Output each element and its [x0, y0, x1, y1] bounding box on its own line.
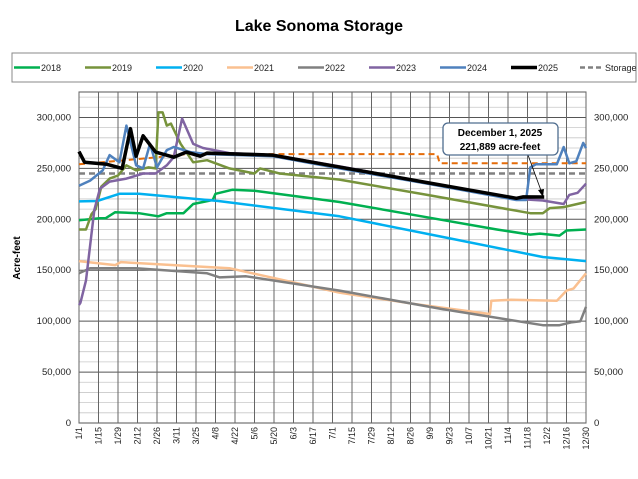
y-tick-label-right: 250,000	[594, 163, 628, 174]
annotation-box	[442, 122, 559, 156]
legend-label: 2025	[538, 63, 558, 73]
series-line-2021	[78, 259, 587, 316]
series-line-2019	[79, 111, 587, 231]
annotation-callout: December 1, 2025 221,889 acre-feet	[442, 122, 559, 197]
legend-label: 2019	[112, 63, 132, 73]
x-tick-label: 8/12	[386, 427, 396, 445]
x-tick-label: 3/25	[191, 427, 201, 445]
y-tick-label-left: 0	[66, 418, 71, 429]
series-line-2020	[78, 192, 587, 263]
x-tick-label: 7/1	[328, 427, 338, 440]
x-tick-label: 7/29	[367, 427, 377, 445]
x-tick-label: 6/17	[308, 427, 318, 445]
x-tick-label: 8/26	[406, 427, 416, 445]
y-axis-label: Acre-feet	[12, 236, 23, 280]
series-line-2025	[77, 126, 545, 201]
annotation-date: December 1, 2025	[458, 128, 543, 139]
annotation-arrow	[527, 154, 544, 197]
x-tick-label: 4/22	[230, 427, 240, 445]
x-tick-label: 12/16	[562, 427, 572, 450]
x-tick-label: 3/11	[172, 427, 182, 444]
x-tick-label: 5/6	[250, 427, 260, 440]
y-tick-label-left: 300,000	[37, 112, 71, 123]
y-tick-label-right: 150,000	[594, 265, 628, 276]
y-tick-label-left: 200,000	[37, 214, 71, 225]
legend-label: 2022	[325, 63, 345, 73]
series-line-2018	[78, 188, 587, 237]
x-tick-label: 2/26	[152, 427, 162, 445]
x-tick-label: 9/9	[425, 427, 435, 440]
legend-label: Storage Curve	[605, 63, 638, 73]
x-tick-label: 12/30	[581, 427, 591, 450]
x-tick-label: 7/15	[347, 427, 357, 445]
annotation-value: 221,889 acre-feet	[460, 142, 541, 153]
x-tick-label: 11/18	[523, 427, 533, 449]
chart-title: Lake Sonoma Storage	[235, 18, 403, 35]
series-line-2022	[78, 266, 588, 327]
legend-label: 2024	[467, 63, 487, 73]
x-tick-label: 1/29	[113, 427, 123, 445]
legend-label: 2023	[396, 63, 416, 73]
x-axis: 1/1 1/15 1/29 2/12 2/26 3/11 3/25 4/8 4/22 5/6 5/2…	[74, 427, 591, 450]
series-line-minor-deviation-storage-curve	[78, 153, 586, 166]
y-tick-label-right: 200,000	[594, 214, 628, 225]
x-tick-label: 5/20	[269, 427, 279, 445]
y-tick-label-left: 50,000	[42, 367, 71, 378]
series-line-2023	[77, 117, 587, 306]
y-tick-label-left: 250,000	[37, 163, 71, 174]
x-tick-label: 11/4	[503, 427, 513, 444]
x-tick-label: 12/2	[542, 427, 552, 445]
arrowhead-icon	[538, 189, 544, 197]
y-tick-label-right: 100,000	[594, 316, 628, 327]
x-tick-label: 1/15	[94, 427, 104, 445]
y-tick-label-right: 50,000	[594, 367, 623, 378]
y-tick-label-right: 0	[594, 418, 599, 429]
legend-label: 2018	[41, 63, 61, 73]
legend-label: 2020	[183, 63, 203, 73]
legend: 2018 2019 2020 2021 2022 2023 2024 2025 Storage …	[14, 63, 638, 73]
x-tick-label: 2/12	[133, 427, 143, 445]
y-tick-label-right: 300,000	[594, 112, 628, 123]
x-tick-label: 6/3	[289, 427, 299, 440]
x-tick-label: 1/1	[74, 427, 84, 440]
x-tick-label: 10/7	[464, 427, 474, 445]
y-tick-label-left: 150,000	[37, 265, 71, 276]
series-lines	[77, 111, 588, 327]
x-tick-label: 9/23	[445, 427, 455, 445]
grid	[78, 91, 587, 424]
y-axis-right: 0 50,000 100,000 150,000 200,000 250,000 300,0…	[594, 112, 628, 429]
y-axis-left: 0 50,000 100,000 150,000 200,000 250,000 300,0…	[37, 112, 71, 429]
y-tick-label-left: 100,000	[37, 316, 71, 327]
legend-label: 2021	[254, 63, 274, 73]
x-tick-label: 4/8	[211, 427, 221, 440]
x-tick-label: 10/21	[484, 427, 494, 450]
